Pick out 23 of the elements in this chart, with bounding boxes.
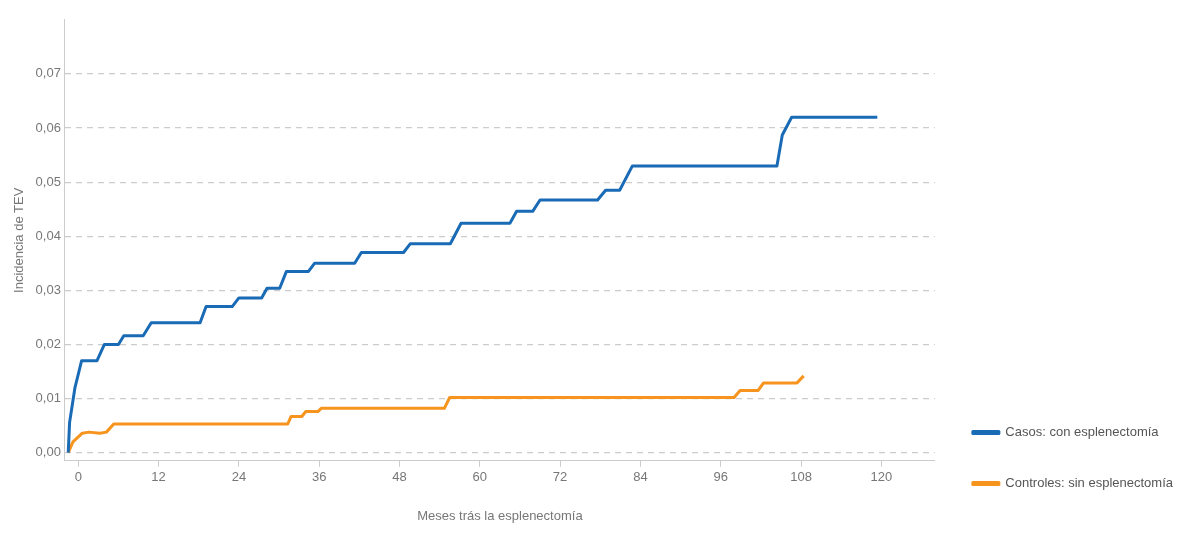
x-tick-label: 60 [472,469,488,485]
x-tick-label: 84 [633,469,648,485]
x-axis-title: Meses trás la esplenectomía [417,507,584,523]
legend-label: Casos: con esplenectomía [1005,424,1160,440]
y-tick-label: 0,05 [35,173,61,189]
y-tick-label: 0,00 [35,444,61,460]
x-tick-label: 24 [231,469,247,485]
y-tick-label: 0,03 [35,281,61,297]
x-tick-label: 48 [392,469,407,485]
x-tick-label: 0 [74,469,82,485]
x-tick-label: 12 [151,469,166,485]
y-tick-label: 0,01 [35,390,61,406]
y-tick-label: 0,02 [35,336,61,352]
y-axis-title: Incidencia de TEV [11,187,27,293]
x-tick-label: 108 [790,469,812,485]
x-tick-label: 36 [311,469,327,485]
y-tick-label: 0,07 [35,65,61,81]
x-tick-label: 96 [713,469,728,485]
y-tick-label: 0,04 [35,227,61,243]
y-tick-label: 0,06 [35,119,61,135]
legend-label: Controles: sin esplenectomía [1005,475,1174,491]
x-tick-label: 72 [552,469,568,485]
x-tick-label: 120 [870,469,893,485]
